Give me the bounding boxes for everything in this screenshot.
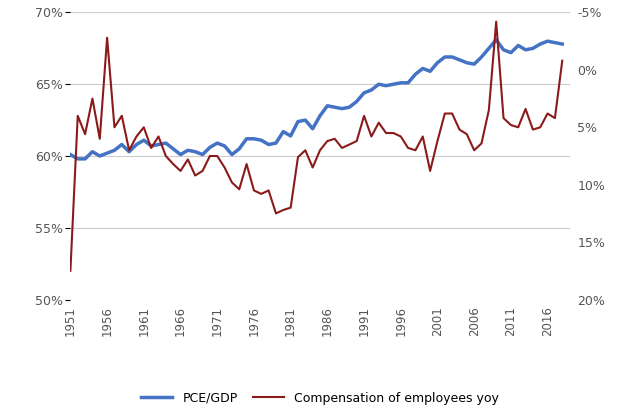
Compensation of employees yoy xyxy=(346,142,353,147)
PCE/GDP xyxy=(492,37,500,42)
PCE/GDP xyxy=(67,152,74,157)
PCE/GDP xyxy=(74,156,81,161)
PCE/GDP xyxy=(529,46,537,51)
Line: PCE/GDP: PCE/GDP xyxy=(70,40,563,159)
Compensation of employees yoy xyxy=(492,19,500,24)
Compensation of employees yoy xyxy=(353,139,360,144)
Legend: PCE/GDP, Compensation of employees yoy: PCE/GDP, Compensation of employees yoy xyxy=(136,387,504,410)
Compensation of employees yoy xyxy=(184,157,192,162)
Compensation of employees yoy xyxy=(272,211,280,216)
PCE/GDP xyxy=(522,47,529,52)
PCE/GDP xyxy=(426,69,434,74)
PCE/GDP xyxy=(515,43,522,48)
Compensation of employees yoy xyxy=(177,168,184,173)
PCE/GDP xyxy=(404,80,412,85)
Line: Compensation of employees yoy: Compensation of employees yoy xyxy=(70,22,563,271)
Compensation of employees yoy xyxy=(67,268,74,273)
PCE/GDP xyxy=(559,42,566,47)
PCE/GDP xyxy=(463,60,470,65)
Compensation of employees yoy xyxy=(515,125,522,130)
Compensation of employees yoy xyxy=(559,58,566,63)
